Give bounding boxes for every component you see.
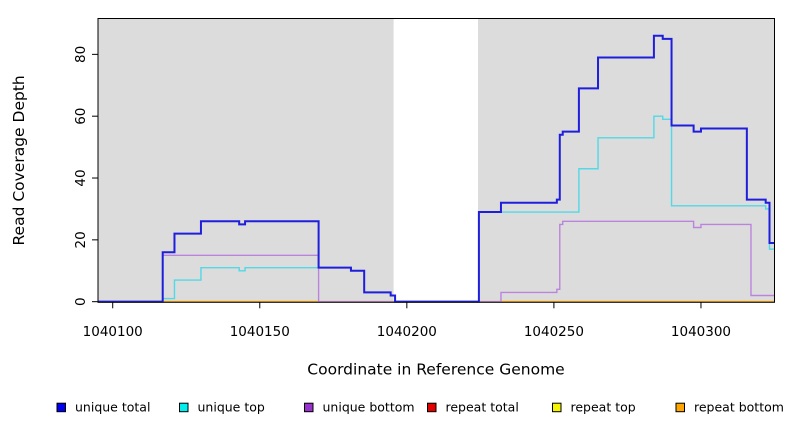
- x-tick-label: 1040200: [377, 324, 437, 340]
- legend-item-repeat-bottom: repeat bottom: [675, 400, 784, 415]
- y-tick-label: 40: [73, 169, 89, 186]
- legend-swatch: [56, 402, 66, 413]
- legend-label: unique total: [75, 400, 150, 415]
- y-tick-label: 0: [73, 297, 89, 306]
- y-tick-label: 20: [73, 231, 89, 248]
- legend-item-unique-bottom: unique bottom: [304, 400, 415, 415]
- x-tick-label: 1040250: [524, 324, 584, 340]
- y-tick-label: 80: [73, 46, 89, 63]
- legend-label: repeat top: [571, 400, 636, 415]
- legend-swatch: [427, 402, 437, 413]
- x-tick-label: 1040150: [230, 324, 290, 340]
- x-tick-label: 1040100: [83, 324, 143, 340]
- legend-item-unique-top: unique top: [179, 400, 265, 415]
- axis-layer: 1040100 1040150 1040200 1040250 1040300 0 20 40…: [73, 46, 731, 340]
- legend-item-repeat-top: repeat top: [552, 400, 636, 415]
- x-tick-label: 1040300: [671, 324, 731, 340]
- series-layer: [98, 34, 775, 303]
- shaded-region: [98, 19, 394, 302]
- legend: unique total unique top unique bottom repea…: [56, 400, 784, 415]
- x-axis-title: Coordinate in Reference Genome: [307, 361, 564, 379]
- legend-swatch: [675, 402, 685, 413]
- legend-item-unique-total: unique total: [56, 400, 150, 415]
- legend-swatch: [552, 402, 562, 413]
- plot-frame-layer: [97, 18, 775, 303]
- legend-swatch: [304, 402, 314, 413]
- plot-border: [97, 18, 775, 303]
- plot-background-layer: [98, 19, 775, 302]
- legend-swatch: [179, 402, 189, 413]
- y-tick-label: 60: [73, 108, 89, 125]
- y-axis-title: Read Coverage Depth: [10, 75, 28, 245]
- legend-label: repeat bottom: [694, 400, 784, 415]
- legend-item-repeat-total: repeat total: [427, 400, 519, 415]
- legend-label: repeat total: [446, 400, 519, 415]
- legend-label: unique bottom: [323, 400, 415, 415]
- legend-label: unique top: [198, 400, 265, 415]
- series-line-unique-total: [98, 34, 775, 303]
- shaded-region: [478, 19, 775, 302]
